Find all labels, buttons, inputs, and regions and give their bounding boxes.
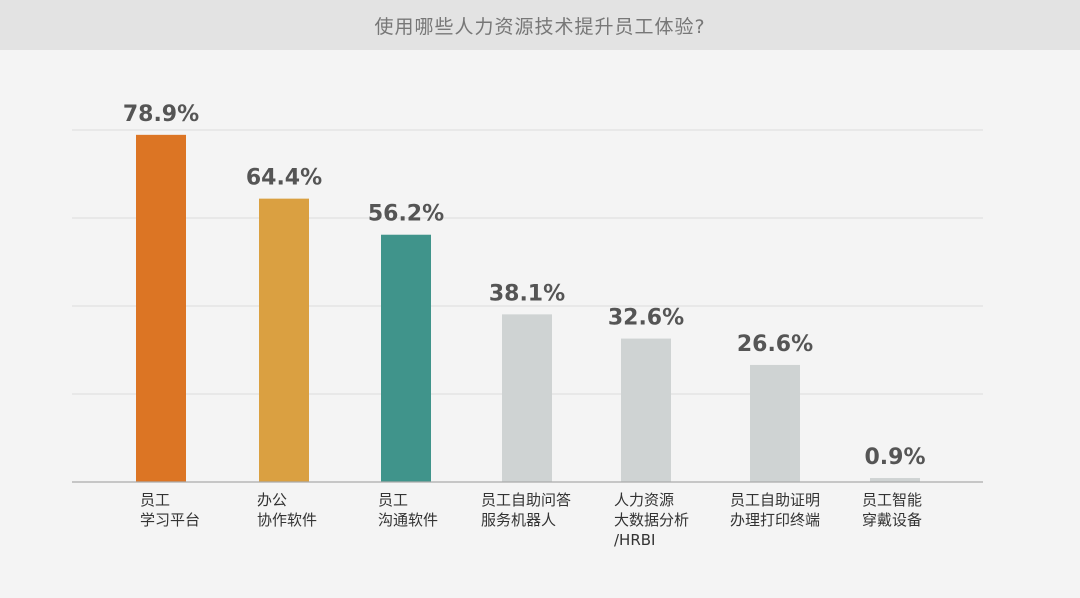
category-label: 员工自助证明办理打印终端 — [730, 491, 820, 529]
bar — [870, 478, 920, 482]
data-label: 32.6% — [608, 306, 684, 331]
category-label: 员工自助问答服务机器人 — [481, 491, 571, 529]
bar — [502, 314, 552, 482]
bar — [750, 364, 800, 482]
bar — [136, 134, 186, 482]
bar — [621, 338, 671, 482]
category-label: 员工沟通软件 — [378, 491, 438, 529]
chart-title: 使用哪些人力资源技术提升员工体验? — [374, 15, 706, 38]
data-label: 78.9% — [123, 102, 199, 127]
category-label: 人力资源大数据分析/HRBI — [614, 491, 689, 549]
bar — [259, 198, 309, 482]
bar — [381, 234, 431, 482]
category-label: 员工智能穿戴设备 — [862, 491, 922, 529]
data-label: 0.9% — [864, 445, 925, 470]
title-bar: 使用哪些人力资源技术提升员工体验? — [0, 0, 1080, 50]
data-label: 64.4% — [246, 166, 322, 191]
category-label: 办公协作软件 — [257, 491, 317, 529]
data-label: 38.1% — [489, 281, 565, 306]
data-label: 26.6% — [737, 332, 813, 357]
category-label: 员工学习平台 — [140, 491, 200, 529]
data-label: 56.2% — [368, 202, 444, 227]
